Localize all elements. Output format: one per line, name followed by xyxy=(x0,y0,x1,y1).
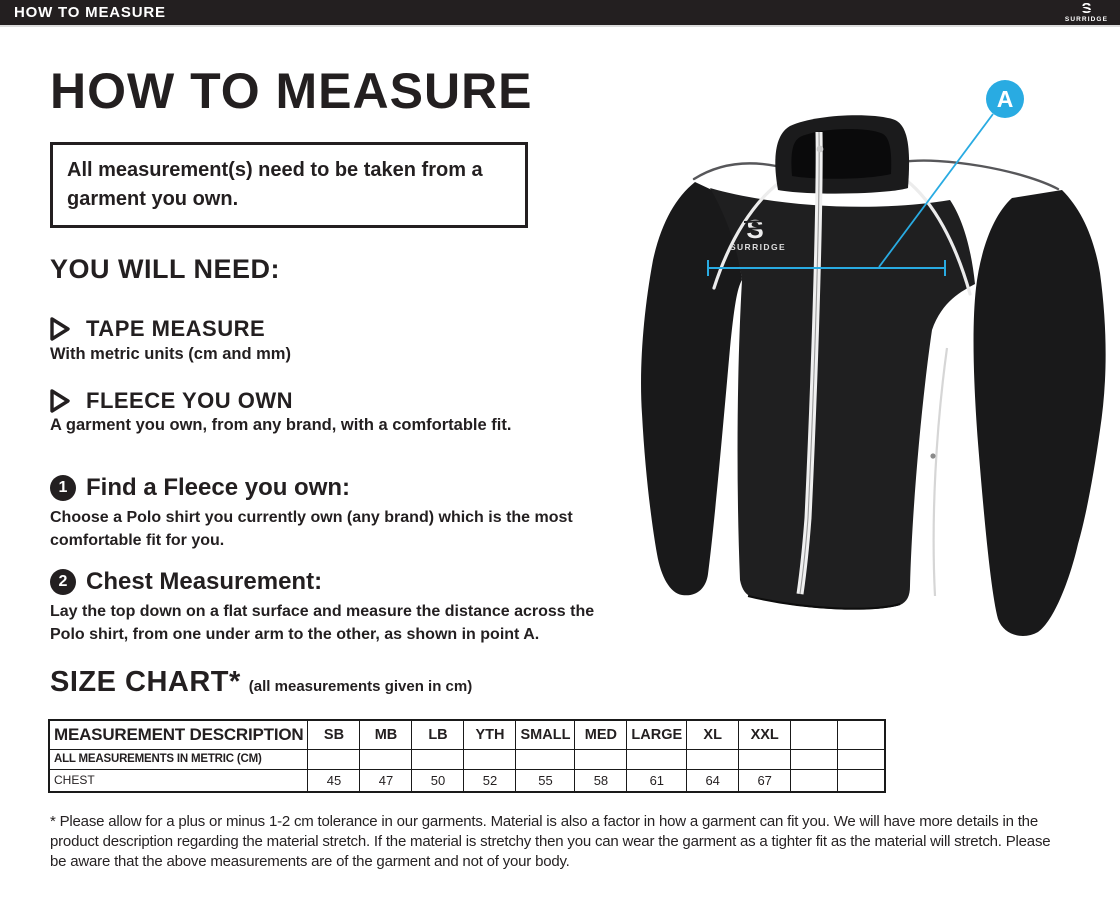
table-header-size: MB xyxy=(359,719,413,750)
table-header-size xyxy=(790,719,839,750)
measurement-note-box: All measurement(s) need to be taken from… xyxy=(50,142,528,228)
jacket-left-sleeve xyxy=(641,182,742,596)
table-header-size: YTH xyxy=(463,719,517,750)
modal-header-title: HOW TO MEASURE xyxy=(14,4,166,21)
step-description: Lay the top down on a flat surface and m… xyxy=(50,603,595,644)
table-header-size: LARGE xyxy=(626,719,688,750)
page-title: HOW TO MEASURE xyxy=(50,63,533,119)
table-row: CHEST 45 47 50 52 55 58 61 64 67 xyxy=(48,768,886,793)
need-item-title: FLEECE YOU OWN xyxy=(86,388,294,413)
table-header-size: XXL xyxy=(738,719,792,750)
table-cell: 61 xyxy=(626,768,688,793)
step-number-badge: 2 xyxy=(50,569,76,595)
table-header-size: LB xyxy=(411,719,465,750)
modal-header-bar: HOW TO MEASURE S SURRIDGE xyxy=(0,0,1120,27)
table-cell: 67 xyxy=(738,768,792,793)
zipper-pull xyxy=(816,145,824,153)
svg-text:SURRIDGE: SURRIDGE xyxy=(730,242,786,252)
table-cell xyxy=(837,768,886,793)
jacket-torso xyxy=(710,188,975,610)
table-cell xyxy=(738,748,792,770)
tolerance-footnote: * Please allow for a plus or minus 1-2 c… xyxy=(50,813,1051,870)
table-cell xyxy=(307,748,361,770)
table-header-size: SMALL xyxy=(515,719,576,750)
measurement-annotation xyxy=(707,113,994,276)
raglan-piping-right xyxy=(904,178,972,296)
leader-line xyxy=(878,113,994,268)
need-item-tape-measure: TAPE MEASURE xyxy=(48,316,265,342)
table-cell xyxy=(463,748,517,770)
need-item-description: With metric units (cm and mm) xyxy=(50,345,291,363)
hem-shadow xyxy=(747,595,901,610)
table-cell: 47 xyxy=(359,768,413,793)
pocket-zip-pull xyxy=(930,453,936,459)
play-triangle-icon xyxy=(50,389,70,413)
surridge-s-icon: S xyxy=(1079,0,1094,17)
size-chart-subtitle: (all measurements given in cm) xyxy=(248,678,473,695)
table-header-size: XL xyxy=(686,719,740,750)
table-cell xyxy=(574,748,628,770)
collar-opening xyxy=(791,128,892,179)
table-cell xyxy=(686,748,740,770)
table-cell xyxy=(790,768,839,793)
step-number-badge: 1 xyxy=(50,475,76,501)
need-item-title: TAPE MEASURE xyxy=(86,316,266,341)
table-cell: 45 xyxy=(307,768,361,793)
table-row: ALL MEASUREMENTS IN METRIC (CM) xyxy=(48,748,886,770)
jacket-right-sleeve xyxy=(973,190,1106,636)
shoulder-piping-right xyxy=(900,159,1060,191)
svg-text:A: A xyxy=(997,86,1014,112)
you-will-need-heading: YOU WILL NEED: xyxy=(50,254,281,284)
table-cell: 50 xyxy=(411,768,465,793)
table-header-size: SB xyxy=(307,719,361,750)
table-header-size xyxy=(837,719,886,750)
play-triangle-icon xyxy=(50,317,70,341)
chest-logo: S SURRIDGE xyxy=(730,214,786,252)
table-cell xyxy=(359,748,413,770)
table-header-size: MED xyxy=(574,719,628,750)
step-1: 1 Find a Fleece you own: xyxy=(50,474,350,502)
table-cell: 52 xyxy=(463,768,517,793)
size-chart-title: SIZE CHART* xyxy=(50,666,241,698)
table-cell xyxy=(411,748,465,770)
table-cell: 55 xyxy=(515,768,576,793)
table-row-label: CHEST xyxy=(48,768,309,793)
step-description: Choose a Polo shirt you currently own (a… xyxy=(50,509,573,550)
table-cell: 58 xyxy=(574,768,628,793)
step-title: Find a Fleece you own: xyxy=(86,474,351,501)
need-item-fleece: FLEECE YOU OWN xyxy=(48,388,293,414)
size-chart-heading: SIZE CHART* (all measurements given in c… xyxy=(50,666,472,699)
step-2: 2 Chest Measurement: xyxy=(50,568,322,596)
table-row-label: ALL MEASUREMENTS IN METRIC (CM) xyxy=(48,748,309,770)
shoulder-piping-left xyxy=(692,162,778,181)
table-cell xyxy=(626,748,688,770)
point-a-marker: A xyxy=(986,80,1024,118)
table-cell: 64 xyxy=(686,768,740,793)
raglan-piping-left xyxy=(712,180,782,290)
table-cell xyxy=(515,748,576,770)
zipper-teeth xyxy=(799,131,820,595)
surridge-logo: S SURRIDGE xyxy=(1064,0,1108,24)
size-table: MEASUREMENT DESCRIPTION SB MB LB YTH SMALL MED… xyxy=(48,719,886,793)
need-item-description: A garment you own, from any brand, with … xyxy=(50,416,512,434)
surridge-logo-text: SURRIDGE xyxy=(1064,15,1108,23)
table-header-description: MEASUREMENT DESCRIPTION xyxy=(48,719,309,750)
fleece-jacket-image: S SURRIDGE A xyxy=(641,80,1106,636)
table-cell xyxy=(837,748,886,770)
table-cell xyxy=(790,748,839,770)
step-title: Chest Measurement: xyxy=(86,568,323,595)
table-header-row: MEASUREMENT DESCRIPTION SB MB LB YTH SMALL MED… xyxy=(48,719,886,750)
pocket-piping xyxy=(932,347,949,597)
